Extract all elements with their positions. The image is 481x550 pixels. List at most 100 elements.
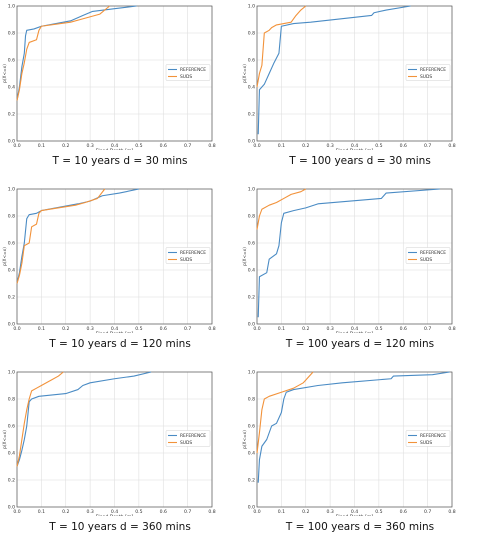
chart-panel: 0.0 0.1 0.2 0.3 0.4 0.5 0.6 0.7 0.8 0.0 0.2 0.4 0.6 0…	[240, 366, 480, 520]
x-tick-label: 0.8	[208, 326, 215, 332]
chart-svg: 0.0 0.1 0.2 0.3 0.4 0.5 0.6 0.7 0.8 0.0 0.2 0.4 0.6 0…	[2, 370, 216, 520]
series-line-suds	[256, 5, 307, 88]
x-tick-label: 0.5	[135, 509, 142, 515]
series-line-reference	[257, 5, 411, 135]
x-axis-label: Flood Depth [m]	[96, 514, 134, 516]
x-axis-label: Flood Depth [m]	[336, 148, 374, 150]
y-tick-label: 0.8	[248, 397, 255, 403]
x-tick-label: 0.7	[424, 509, 431, 515]
y-tick-label: 0.4	[8, 268, 15, 274]
chart-panel: 0.0 0.1 0.2 0.3 0.4 0.5 0.6 0.7 0.8 0.0 0.2 0.4 0.6 0…	[0, 366, 240, 520]
x-tick-label: 0.2	[62, 143, 69, 149]
y-tick-label: 0.0	[248, 139, 255, 145]
chart-svg: 0.0 0.1 0.2 0.3 0.4 0.5 0.6 0.7 0.8 0.0 0.2 0.4 0.6 0…	[242, 4, 456, 154]
x-axis-label: Flood Depth [m]	[336, 331, 374, 333]
plot-frame	[256, 371, 453, 508]
chart-caption: T = 10 years d = 360 mins	[49, 521, 191, 533]
x-tick-label: 0.6	[400, 326, 407, 332]
x-axis-label: Flood Depth [m]	[96, 148, 134, 150]
y-tick-label: 0.0	[248, 505, 255, 511]
y-tick-label: 1.0	[8, 4, 15, 10]
legend-label: REFERENCE	[420, 250, 446, 256]
x-tick-label: 0.0	[253, 509, 260, 515]
y-tick-label: 0.0	[8, 322, 15, 328]
x-tick-label: 0.3	[326, 326, 333, 332]
x-tick-label: 0.1	[278, 326, 285, 332]
y-tick-label: 0.0	[8, 505, 15, 511]
chart-caption: T = 100 years d = 120 mins	[285, 338, 435, 350]
x-tick-label: 0.8	[448, 509, 455, 515]
y-tick-label: 1.0	[248, 187, 255, 193]
y-tick-label: 0.6	[8, 424, 15, 430]
x-tick-label: 0.7	[184, 326, 191, 332]
chart-panel: 0.0 0.1 0.2 0.3 0.4 0.5 0.6 0.7 0.8 0.0 0.2 0.4 0.6 0…	[0, 183, 240, 337]
y-tick-label: 0.4	[248, 451, 255, 457]
y-tick-label: 0.4	[8, 85, 15, 91]
y-tick-label: 0.2	[8, 478, 15, 484]
x-tick-label: 0.5	[135, 143, 142, 149]
y-tick-label: 0.4	[8, 451, 15, 457]
y-axis-label: p(X<=x)	[2, 247, 8, 266]
x-tick-label: 0.6	[160, 143, 167, 149]
chart-svg: 0.0 0.1 0.2 0.3 0.4 0.5 0.6 0.7 0.8 0.0 0.2 0.4 0.6 0…	[2, 4, 216, 154]
chart-caption: T = 10 years d = 30 mins	[52, 155, 188, 167]
y-tick-label: 0.2	[248, 478, 255, 484]
x-tick-label: 0.1	[38, 326, 45, 332]
legend-label: REFERENCE	[180, 250, 206, 256]
series-line-reference	[257, 371, 450, 483]
chart-caption: T = 10 years d = 120 mins	[49, 338, 191, 350]
chart-panel: 0.0 0.1 0.2 0.3 0.4 0.5 0.6 0.7 0.8 0.0 0.2 0.4 0.6 0…	[240, 0, 480, 154]
x-tick-label: 0.4	[351, 143, 358, 149]
legend-label: SUDS	[180, 440, 192, 446]
x-tick-label: 0.3	[326, 143, 333, 149]
y-tick-label: 0.2	[248, 295, 255, 301]
x-tick-label: 0.2	[302, 509, 309, 515]
x-tick-label: 0.0	[253, 143, 260, 149]
x-tick-label: 0.4	[351, 326, 358, 332]
x-tick-label: 0.0	[13, 143, 20, 149]
x-tick-label: 0.1	[278, 143, 285, 149]
y-tick-label: 0.4	[248, 268, 255, 274]
plot-frame	[16, 188, 213, 325]
x-tick-label: 0.2	[302, 326, 309, 332]
x-tick-label: 0.7	[424, 326, 431, 332]
x-tick-label: 0.3	[86, 509, 93, 515]
series-line-suds	[16, 371, 64, 467]
y-tick-label: 0.0	[8, 139, 15, 145]
legend-label: SUDS	[180, 257, 192, 263]
y-tick-label: 1.0	[248, 4, 255, 10]
x-tick-label: 0.3	[86, 143, 93, 149]
chart-svg: 0.0 0.1 0.2 0.3 0.4 0.5 0.6 0.7 0.8 0.0 0.2 0.4 0.6 0…	[2, 187, 216, 337]
x-tick-label: 0.0	[13, 509, 20, 515]
y-axis-label: p(X<=x)	[242, 430, 248, 449]
series-line-reference	[16, 371, 152, 467]
x-tick-label: 0.5	[375, 326, 382, 332]
legend-label: SUDS	[420, 74, 432, 80]
x-tick-label: 0.6	[160, 509, 167, 515]
x-tick-label: 0.2	[302, 143, 309, 149]
x-tick-label: 0.7	[424, 143, 431, 149]
x-tick-label: 0.5	[375, 509, 382, 515]
legend-label: REFERENCE	[180, 433, 206, 439]
y-axis-label: p(X<=x)	[2, 430, 8, 449]
legend-label: SUDS	[420, 257, 432, 263]
y-tick-label: 0.6	[8, 241, 15, 247]
x-tick-label: 0.6	[160, 326, 167, 332]
series-line-suds	[16, 5, 110, 101]
y-tick-label: 0.8	[248, 31, 255, 37]
y-tick-label: 0.6	[248, 424, 255, 430]
y-tick-label: 0.2	[248, 112, 255, 118]
x-tick-label: 0.8	[448, 326, 455, 332]
legend-label: SUDS	[420, 440, 432, 446]
x-tick-label: 0.4	[351, 509, 358, 515]
legend-label: REFERENCE	[420, 433, 446, 439]
x-tick-label: 0.3	[86, 326, 93, 332]
y-tick-label: 1.0	[8, 370, 15, 376]
y-tick-label: 1.0	[248, 370, 255, 376]
x-tick-label: 0.6	[400, 143, 407, 149]
x-tick-label: 0.5	[375, 143, 382, 149]
y-tick-label: 0.6	[248, 58, 255, 64]
x-tick-label: 0.4	[111, 509, 118, 515]
y-tick-label: 0.2	[8, 112, 15, 118]
x-tick-label: 0.7	[184, 509, 191, 515]
